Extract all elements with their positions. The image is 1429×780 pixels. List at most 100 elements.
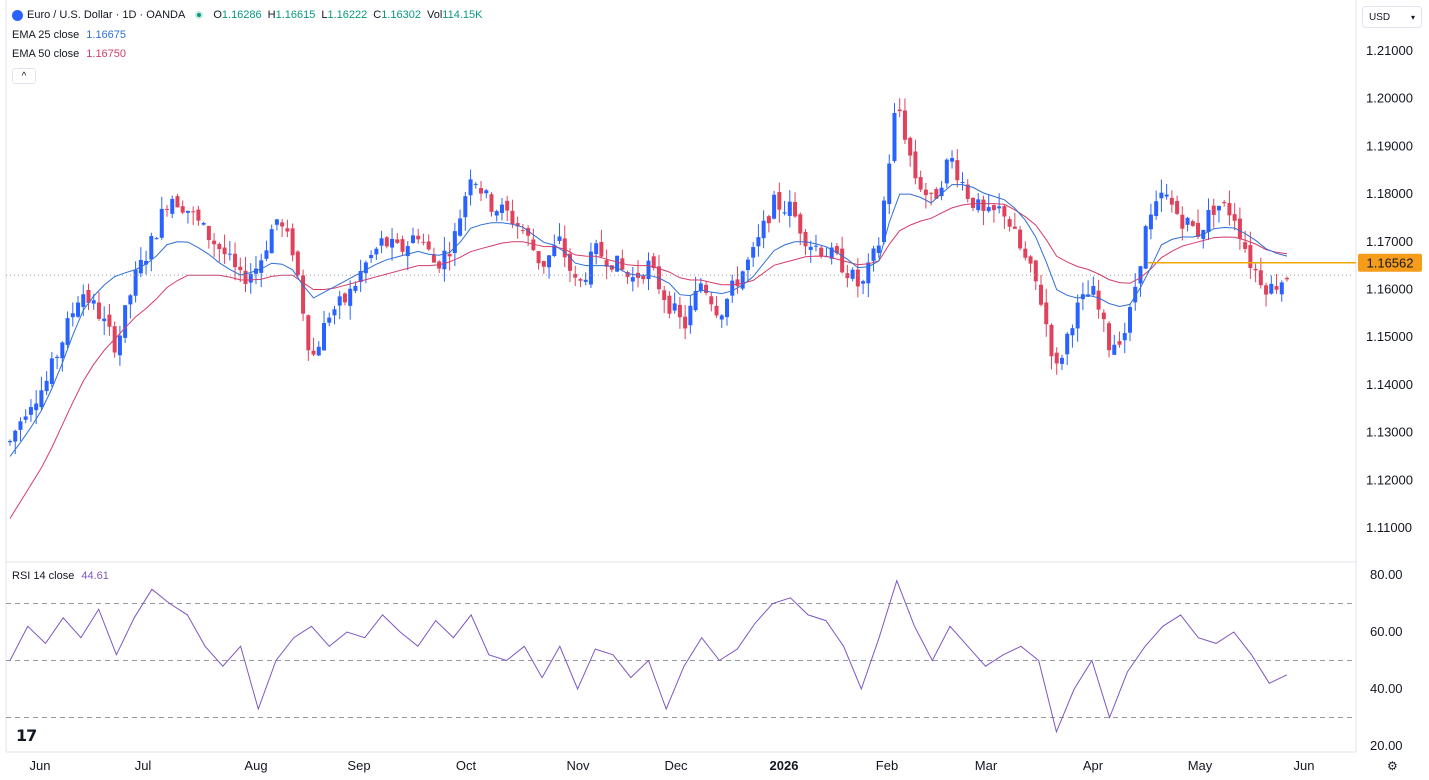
candle-body: [725, 298, 730, 318]
candle-body: [567, 253, 572, 271]
candle-body: [562, 238, 567, 258]
candle-body: [1033, 260, 1038, 282]
candle-body: [1117, 341, 1122, 345]
candle-body: [688, 305, 693, 326]
candle-body: [594, 243, 599, 255]
candle-body: [536, 251, 541, 264]
candle-body: [965, 184, 970, 199]
candle-body: [766, 216, 771, 224]
candle-body: [1148, 214, 1153, 230]
candle-body: [923, 189, 928, 196]
candle-body: [154, 238, 159, 240]
candle-body: [541, 261, 546, 267]
collapse-legend-button[interactable]: ^: [12, 68, 36, 84]
candle-body: [918, 177, 923, 190]
candle-body: [379, 238, 384, 246]
candle-body: [646, 260, 651, 280]
candle-body: [1002, 206, 1007, 217]
candle-body: [1232, 214, 1237, 221]
candle-body: [81, 294, 86, 307]
currency-select[interactable]: USD ▾: [1362, 6, 1422, 28]
rsi-legend[interactable]: RSI 14 close 44.61: [12, 570, 109, 582]
open-label: O: [213, 9, 222, 21]
candle-body: [390, 238, 395, 248]
candle-body: [986, 207, 991, 212]
candle-body: [322, 323, 327, 351]
candle-body: [1075, 302, 1080, 329]
candle-body: [405, 246, 410, 257]
candle-body: [531, 239, 536, 251]
candle-body: [60, 342, 65, 359]
candle-body: [719, 315, 724, 320]
market-status-icon: [195, 11, 204, 19]
rsi-tick-label: 80.00: [1370, 567, 1403, 582]
candle-body: [704, 284, 709, 293]
candle-body: [1138, 266, 1143, 284]
candle-body: [902, 110, 907, 140]
candle-body: [1243, 242, 1248, 249]
candle-body: [1007, 219, 1012, 227]
candle-body: [44, 380, 49, 392]
settings-gear-icon[interactable]: ⚙: [1387, 759, 1398, 773]
candle-body: [552, 245, 557, 257]
candle-body: [798, 214, 803, 234]
time-axis-label: Nov: [566, 758, 590, 773]
time-axis-label: 2026: [770, 758, 799, 773]
candle-body: [222, 247, 227, 255]
price-tick-label: 1.18000: [1366, 186, 1413, 201]
candle-body: [65, 318, 70, 345]
candle-body: [144, 260, 149, 265]
rsi-value: 44.61: [81, 570, 109, 582]
candle-body: [913, 151, 918, 179]
candle-body: [991, 205, 996, 211]
candle-body: [311, 350, 316, 355]
price-tick-label: 1.21000: [1366, 43, 1413, 58]
candle-body: [327, 317, 332, 323]
chevron-down-icon: ▾: [1410, 12, 1415, 22]
low-value: 1.16222: [327, 9, 368, 21]
candle-body: [745, 259, 750, 271]
chevron-up-icon: ^: [21, 70, 27, 82]
candle-body: [274, 219, 279, 225]
candle-body: [1227, 203, 1232, 216]
time-axis-label: Aug: [244, 758, 267, 773]
time-axis-label: Dec: [664, 758, 688, 773]
price-tick-label: 1.14000: [1366, 377, 1413, 392]
candle-body: [997, 206, 1002, 209]
candle-body: [149, 235, 154, 260]
candle-body: [28, 407, 33, 415]
price-tick-label: 1.15000: [1366, 329, 1413, 344]
high-value: 1.16615: [275, 9, 316, 21]
symbol-title[interactable]: Euro / U.S. Dollar · 1D · OANDA: [27, 9, 186, 21]
candle-body: [473, 183, 478, 185]
candle-body: [431, 254, 436, 263]
candle-body: [787, 201, 792, 216]
candle-body: [955, 160, 960, 181]
candle-body: [855, 269, 860, 287]
candle-body: [1107, 323, 1112, 351]
symbol-legend: Euro / U.S. Dollar · 1D · OANDA O1.16286…: [12, 9, 482, 21]
high-label: H: [267, 9, 276, 21]
candle-body: [808, 246, 813, 250]
candle-body: [510, 210, 515, 225]
candle-body: [421, 241, 426, 243]
ema25-legend[interactable]: EMA 25 close 1.16675: [12, 29, 126, 41]
candle-body: [1159, 192, 1164, 199]
candle-body: [369, 254, 374, 259]
candle-body: [269, 229, 274, 254]
candle-body: [761, 220, 766, 239]
candle-body: [625, 271, 630, 278]
candle-body: [1237, 218, 1242, 239]
candle-body: [1253, 268, 1258, 271]
candle-body: [484, 190, 489, 194]
candle-body: [442, 250, 447, 270]
ema50-legend[interactable]: EMA 50 close 1.16750: [12, 48, 126, 60]
candle-body: [133, 269, 138, 296]
candle-body: [1206, 210, 1211, 233]
price-tick-label: 1.12000: [1366, 472, 1413, 487]
candle-body: [233, 253, 238, 268]
candle-body: [1054, 352, 1059, 364]
candle-body: [400, 239, 405, 252]
